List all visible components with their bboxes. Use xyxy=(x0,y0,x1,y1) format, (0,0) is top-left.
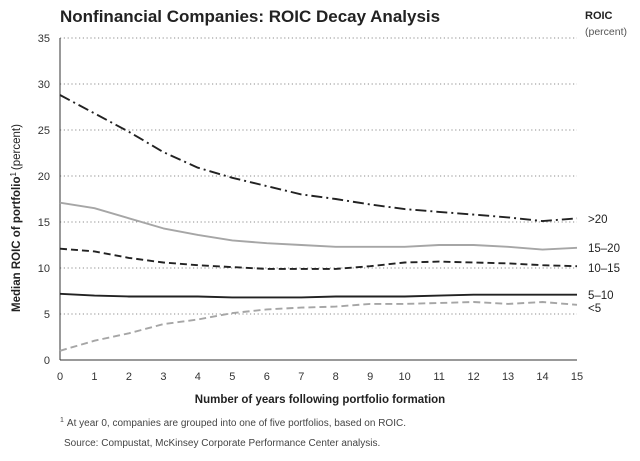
x-tick-label: 6 xyxy=(264,371,270,383)
y-axis-label: Median ROIC of portfolio1 (percent) xyxy=(9,124,23,312)
chart-title: Nonfinancial Companies: ROIC Decay Analy… xyxy=(60,7,440,26)
x-tick-label: 5 xyxy=(229,371,235,383)
y-tick-label: 5 xyxy=(44,309,50,321)
y-axis-label-unit: (percent) xyxy=(11,124,23,170)
series-label-0: >20 xyxy=(588,214,608,226)
footnote: 1 At year 0, companies are grouped into o… xyxy=(60,417,406,429)
y-tick-label: 35 xyxy=(38,33,50,45)
x-tick-label: 0 xyxy=(57,371,63,383)
series-line-0 xyxy=(59,94,578,223)
x-tick-label: 15 xyxy=(571,371,583,383)
source-note: Source: Compustat, McKinsey Corporate Pe… xyxy=(64,438,380,449)
series-line-4 xyxy=(59,301,578,352)
x-tick-label: 7 xyxy=(298,371,304,383)
x-tick-label: 10 xyxy=(399,371,411,383)
x-tick-label: 12 xyxy=(467,371,479,383)
y-axis-ticks: 0 5 10 15 20 25 30 35 xyxy=(38,33,50,367)
y-axis-label-sup: 1 xyxy=(9,172,18,177)
y-tick-label: 30 xyxy=(38,79,50,91)
x-tick-label: 1 xyxy=(91,371,97,383)
x-tick-label: 9 xyxy=(367,371,373,383)
series-lines xyxy=(59,94,578,352)
axes xyxy=(59,38,577,361)
y-tick-label: 20 xyxy=(38,171,50,183)
gridlines xyxy=(60,37,577,315)
x-tick-label: 11 xyxy=(433,371,444,383)
y-axis-label-main: Median ROIC of portfolio xyxy=(11,177,23,312)
y-tick-label: 0 xyxy=(44,355,50,367)
x-axis-ticks: 0 1 2 3 4 5 6 7 8 9 10 11 12 13 14 15 xyxy=(57,371,583,383)
series-labels: >20 15–20 10–15 5–10<5 xyxy=(588,214,620,315)
x-tick-label: 3 xyxy=(160,371,166,383)
y-tick-label: 10 xyxy=(38,263,50,275)
series-line-1 xyxy=(59,201,578,251)
series-label-2: 10–15 xyxy=(588,263,620,275)
footnote-sup: 1 xyxy=(60,417,64,424)
series-label-4: <5 xyxy=(588,303,601,315)
x-tick-label: 2 xyxy=(126,371,132,383)
legend-title: ROIC xyxy=(585,10,613,22)
series-line-2 xyxy=(59,247,578,270)
legend-subtitle: (percent) xyxy=(585,26,627,38)
series-label-1: 15–20 xyxy=(588,243,620,255)
y-tick-label: 15 xyxy=(38,217,50,229)
series-line-3 xyxy=(59,292,577,299)
x-axis-label: Number of years following portfolio form… xyxy=(195,394,445,406)
x-tick-label: 4 xyxy=(195,371,201,383)
footnote-text: At year 0, companies are grouped into on… xyxy=(67,418,406,429)
y-tick-label: 25 xyxy=(38,125,50,137)
x-tick-label: 14 xyxy=(536,371,548,383)
x-tick-label: 8 xyxy=(333,371,339,383)
series-label-3: 5–10 xyxy=(588,290,614,302)
x-tick-label: 13 xyxy=(502,371,514,383)
